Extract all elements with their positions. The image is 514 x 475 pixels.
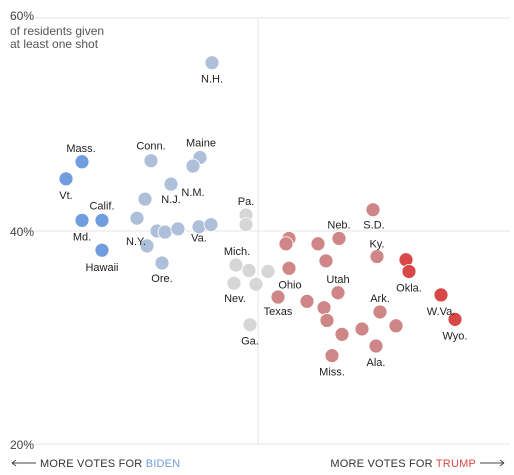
state-label: Nev.	[224, 293, 246, 305]
state-label: N.J.	[161, 194, 181, 206]
data-points	[58, 55, 463, 364]
state-label: Conn.	[136, 141, 165, 153]
data-point-neb	[331, 231, 347, 246]
data-point	[241, 263, 257, 278]
state-label: Md.	[73, 231, 91, 243]
data-point-ala	[368, 338, 384, 354]
data-point-ore	[154, 255, 170, 271]
data-point-md	[74, 212, 90, 228]
data-point-n-h	[204, 55, 220, 71]
y-axis-label-line-1: of residents given	[10, 24, 104, 38]
y-tick-20: 20%	[10, 438, 34, 452]
y-axis-label-line-2: at least one shot	[10, 37, 99, 51]
data-point-nev	[226, 275, 242, 291]
data-point	[238, 217, 254, 233]
state-label: Maine	[186, 138, 216, 150]
state-labels: N.H. Mass. Vt. Md. Calif. Hawaii Conn. Maine N.M…	[59, 74, 467, 379]
data-point	[319, 313, 335, 328]
data-point	[299, 293, 315, 309]
state-label: Ark.	[370, 293, 390, 305]
state-label: W.Va.	[427, 306, 456, 318]
data-point	[278, 236, 294, 252]
state-label: N.M.	[181, 187, 204, 199]
left-caption-party: BIDEN	[146, 458, 181, 470]
data-point-n-m	[163, 176, 179, 192]
state-label: Ore.	[151, 273, 172, 285]
y-axis-label: of residents given at least one shot	[10, 24, 107, 51]
gridlines	[10, 17, 510, 445]
data-point	[248, 276, 264, 292]
data-point-miss	[324, 348, 340, 364]
state-label: Pa.	[238, 196, 255, 208]
left-caption-prefix: MORE VOTES FOR	[40, 458, 146, 470]
data-point	[316, 300, 332, 316]
state-label: Calif.	[89, 200, 114, 212]
y-tick-40: 40%	[10, 225, 34, 239]
data-point-ohio	[281, 260, 297, 276]
data-point-texas	[270, 289, 286, 305]
data-point-okla	[401, 264, 417, 279]
y-tick-labels: 60% 40% 20%	[10, 9, 34, 452]
data-point-wyo	[447, 311, 463, 327]
data-point	[310, 236, 326, 252]
state-label: Ohio	[278, 279, 301, 291]
right-caption-prefix: MORE VOTES FOR	[330, 458, 435, 470]
data-point	[318, 253, 334, 269]
state-label: Wyo.	[443, 330, 468, 342]
data-point-s-d	[365, 202, 381, 218]
data-point	[334, 326, 350, 342]
data-point	[354, 321, 370, 337]
data-point-ark	[372, 304, 388, 320]
data-point	[157, 224, 173, 240]
data-point-ky	[369, 249, 385, 264]
state-label: Okla.	[396, 282, 422, 294]
state-label: Mich.	[224, 246, 250, 258]
data-point	[388, 318, 404, 334]
data-point-ga	[242, 317, 258, 333]
data-point-utah	[330, 285, 346, 301]
right-axis-caption: MORE VOTES FOR TRUMP	[330, 458, 476, 470]
data-point-va	[191, 219, 207, 235]
data-point-mass	[74, 154, 90, 170]
data-point-conn	[143, 153, 159, 169]
state-label: Hawaii	[85, 262, 118, 274]
data-point-w-va	[433, 287, 449, 303]
state-label: Mass.	[66, 143, 95, 155]
state-label: N.Y.	[126, 236, 146, 248]
state-label: Vt.	[59, 190, 72, 202]
state-label: Miss.	[319, 367, 345, 379]
state-label: Ala.	[367, 357, 386, 369]
left-arrow-icon	[11, 459, 36, 467]
state-label: Neb.	[327, 219, 350, 231]
data-point	[170, 221, 186, 237]
state-label: Ky.	[369, 239, 384, 251]
data-point-n-j	[137, 191, 153, 207]
state-label: Ga.	[241, 336, 259, 348]
data-point-calif	[94, 212, 110, 228]
right-caption-party: TRUMP	[436, 458, 476, 470]
data-point-hawaii	[94, 242, 110, 258]
data-point-vt	[58, 171, 74, 187]
data-point	[260, 264, 276, 279]
state-label: Texas	[264, 306, 293, 318]
data-point-n-y	[139, 238, 155, 254]
y-tick-60: 60%	[10, 9, 34, 23]
data-point	[185, 158, 201, 174]
left-axis-caption: MORE VOTES FOR BIDEN	[40, 458, 180, 470]
data-point	[129, 210, 145, 226]
state-label: Va.	[191, 233, 207, 245]
state-label: Utah	[326, 274, 349, 286]
x-axis-captions: MORE VOTES FOR BIDEN MORE VOTES FOR TRUM…	[11, 458, 505, 470]
state-label: N.H.	[201, 74, 223, 86]
data-point-mich	[228, 257, 244, 273]
data-point	[203, 217, 219, 233]
state-label: S.D.	[363, 220, 384, 232]
right-arrow-icon	[480, 459, 505, 467]
